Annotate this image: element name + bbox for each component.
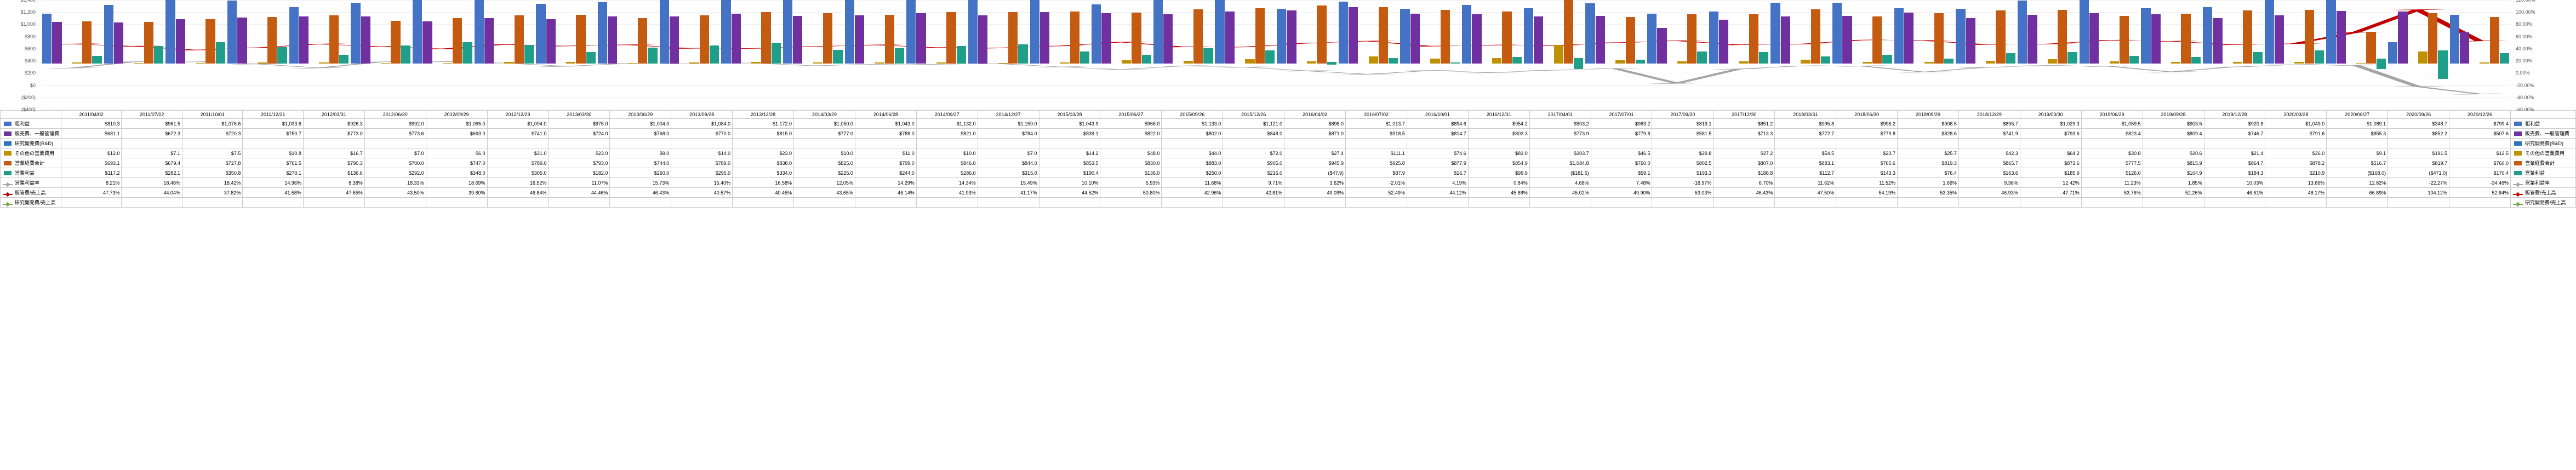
combo-chart: ($400)($200)$0$200$400$600$800$1,000$1,2… <box>41 0 2510 110</box>
row-gross: 粗利益$810.3$961.5$1,078.6$1,033.6$926.3$99… <box>1 119 2576 129</box>
row-rd_rev: .legln[data-k="rd_rev"]::before{backgrou… <box>1 198 2576 208</box>
row-sga_rev: .legln[data-k="sga_rev"]::before{backgro… <box>1 188 2576 198</box>
row-opinc: 営業利益$117.2$282.1$350.8$270.1$136.6$292.0… <box>1 168 2576 178</box>
row-opmargin: .legln[data-k="opmargin"]::before{backgr… <box>1 178 2576 188</box>
row-other: その他の営業費用$12.0$7.1$7.5$10.8$16.7$7.0$6.0$… <box>1 148 2576 158</box>
plot-area <box>41 0 2510 110</box>
row-sga: 販売費、一般管理費$681.1$672.3$720.3$750.7$773.0$… <box>1 129 2576 139</box>
data-table: 2011/04/022011/07/022011/10/012011/12/31… <box>0 110 2576 208</box>
table-header: 2011/04/022011/07/022011/10/012011/12/31… <box>1 111 2576 119</box>
row-opex: 営業経費合計$693.1$679.4$727.8$761.5$790.3$700… <box>1 158 2576 168</box>
row-rd: 研究開発費(R&D)研究開発費(R&D) <box>1 139 2576 148</box>
